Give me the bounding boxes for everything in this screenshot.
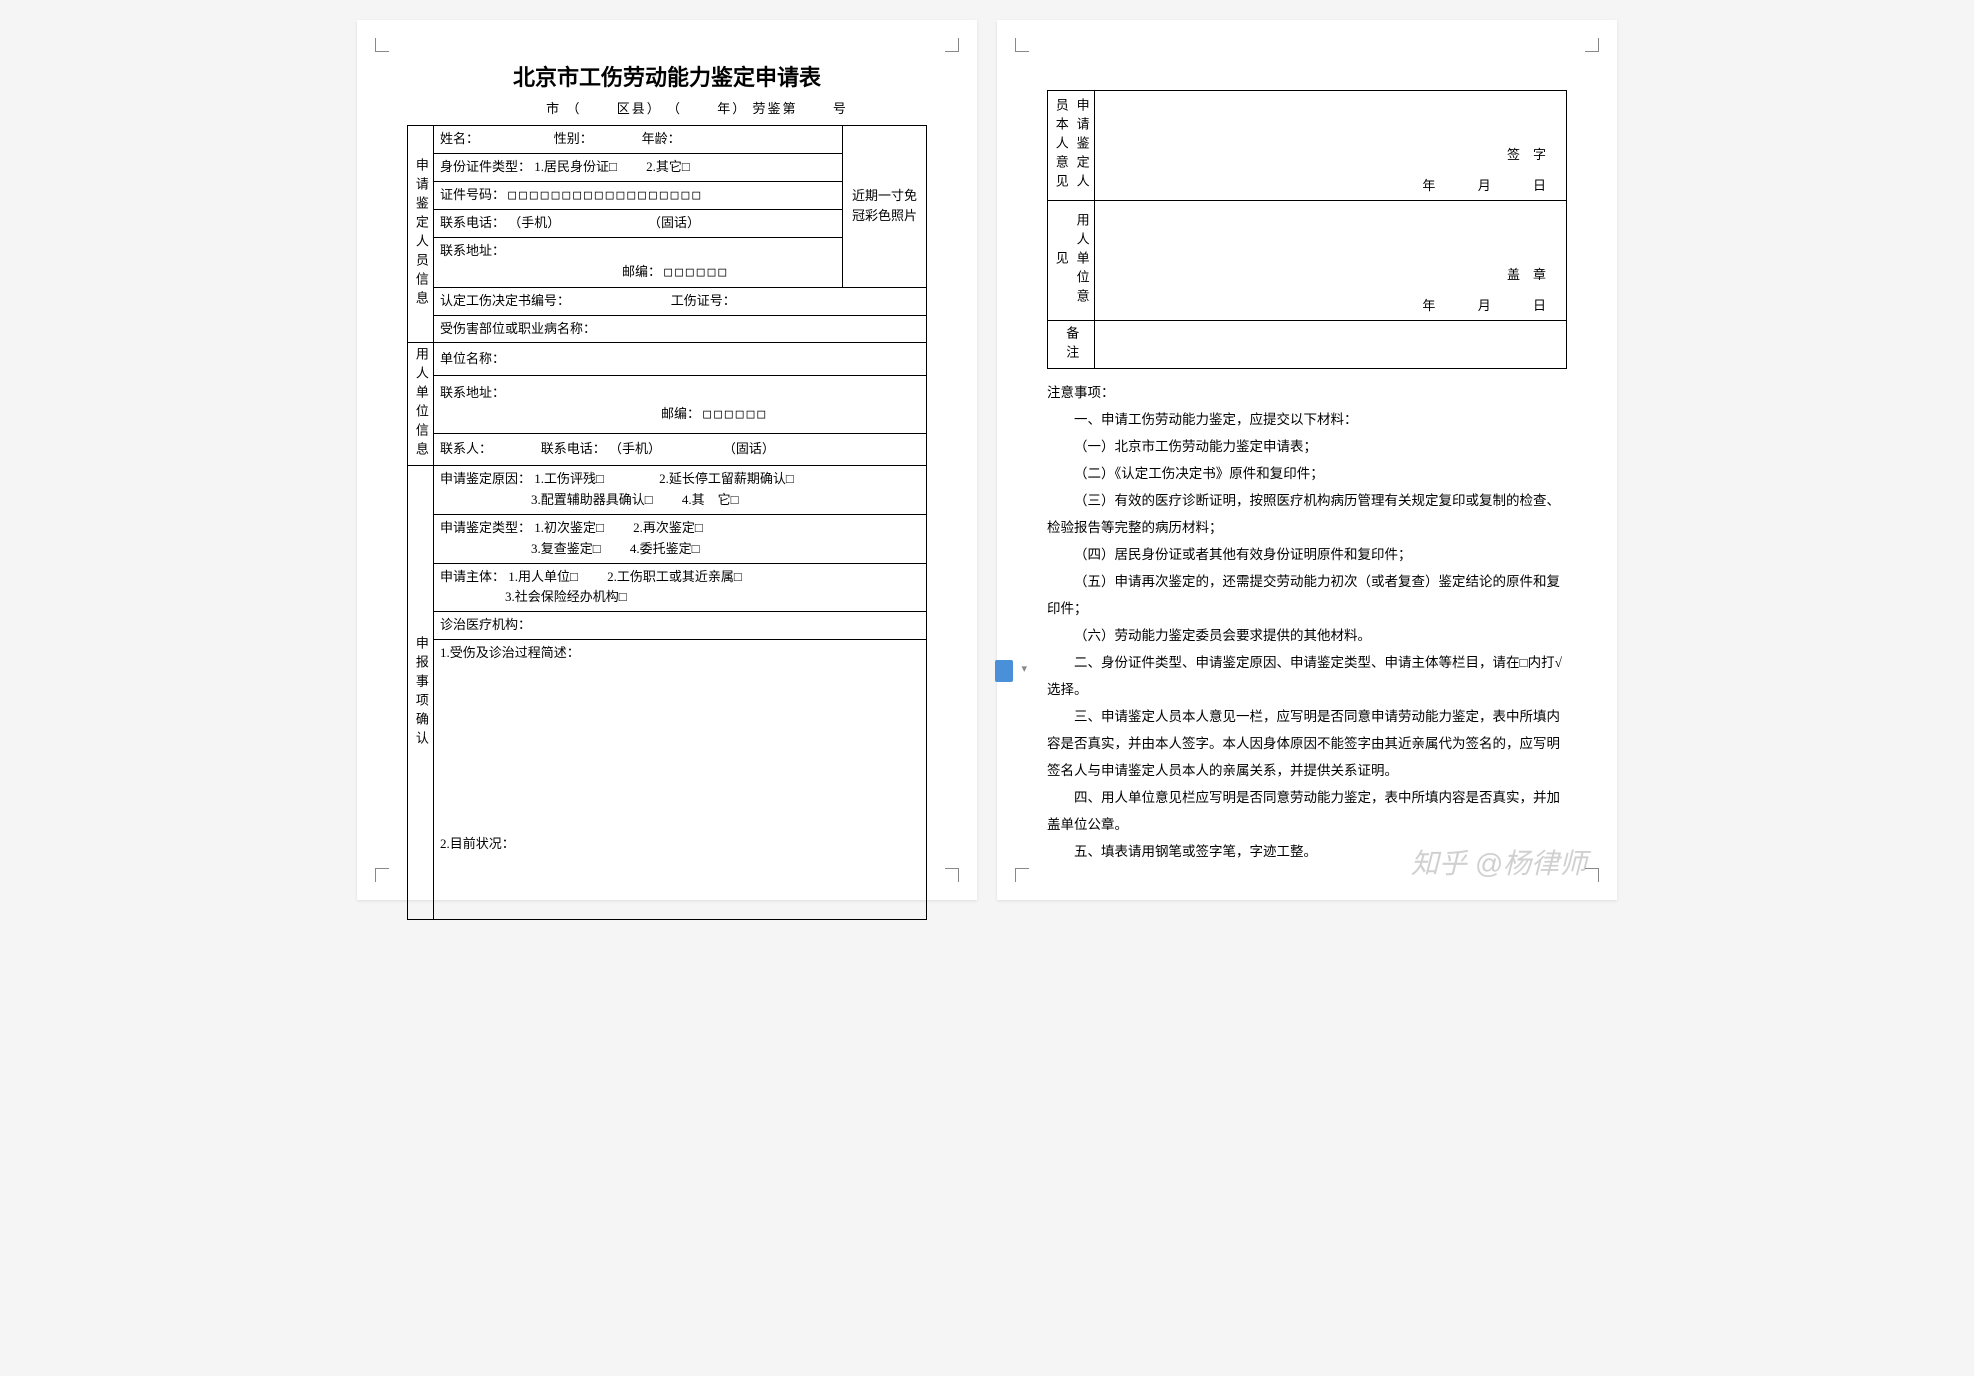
page-1: 北京市工伤劳动能力鉴定申请表 市 （ 区县） （ 年） 劳鉴第 号 申请鉴定人员…: [357, 20, 977, 900]
application-form-table: 申请鉴定人员信息 姓名： 性别： 年龄： 近期一寸免冠彩色照片 身份证件类型： …: [407, 125, 927, 920]
notes-title: 注意事项：: [1047, 385, 1115, 400]
applicant-opinion-cell: 签 字 年 月 日: [1094, 91, 1566, 201]
section-applicant-opinion: 申请鉴定人员本人意见: [1048, 91, 1095, 201]
notes-block: 注意事项： 一、申请工伤劳动能力鉴定，应提交以下材料：（一）北京市工伤劳动能力鉴…: [1047, 379, 1567, 865]
employer-opinion-cell: 盖 章 年 月 日: [1094, 201, 1566, 321]
note-item: 一、申请工伤劳动能力鉴定，应提交以下材料：: [1047, 406, 1567, 433]
section-matters: 申报事项确认: [408, 466, 434, 920]
crop-mark: [945, 38, 959, 52]
row-reason: 申请鉴定原因： 1.工伤评残□ 2.延长停工留薪期确认□ 3.配置辅助器具确认□…: [434, 466, 927, 515]
row-emp-addr: 联系地址： 邮编： □□□□□□: [434, 375, 927, 433]
opinion-table: 申请鉴定人员本人意见 签 字 年 月 日 用人单位意见 盖 章 年 月 日: [1047, 90, 1567, 369]
note-item: （二）《认定工伤决定书》原件和复印件；: [1047, 460, 1567, 487]
note-item: （五）申请再次鉴定的，还需提交劳动能力初次（或者复查）鉴定结论的原件和复印件；: [1047, 568, 1567, 622]
row-type: 申请鉴定类型： 1.初次鉴定□ 2.再次鉴定□ 3.复查鉴定□ 4.委托鉴定□: [434, 514, 927, 563]
crop-mark: [1015, 868, 1029, 882]
section-remarks: 备注: [1048, 321, 1095, 369]
crop-mark: [1015, 38, 1029, 52]
photo-box: 近期一寸免冠彩色照片: [843, 126, 927, 288]
page-2: 申请鉴定人员本人意见 签 字 年 月 日 用人单位意见 盖 章 年 月 日: [997, 20, 1617, 900]
note-item: （四）居民身份证或者其他有效身份证明原件和复印件；: [1047, 541, 1567, 568]
document-icon: [995, 660, 1013, 682]
note-item: 二、身份证件类型、申请鉴定原因、申请鉴定类型、申请主体等栏目，请在□内打√选择。: [1047, 649, 1567, 703]
crop-mark: [1585, 38, 1599, 52]
note-item: 五、填表请用钢笔或签字笔，字迹工整。: [1047, 838, 1567, 865]
note-item: 三、申请鉴定人员本人意见一栏，应写明是否同意申请劳动能力鉴定，表中所填内容是否真…: [1047, 703, 1567, 784]
crop-mark: [1585, 868, 1599, 882]
row-emp-contact: 联系人： 联系电话： （手机） （固话）: [434, 433, 927, 466]
section-employer-opinion: 用人单位意见: [1048, 201, 1095, 321]
row-hospital: 诊治医疗机构：: [434, 612, 927, 640]
row-idtype: 身份证件类型： 1.居民身份证□ 2.其它□: [434, 153, 843, 181]
row-address: 联系地址： 邮编： □□□□□□: [434, 238, 843, 288]
form-number-line: 市 （ 区县） （ 年） 劳鉴第 号: [407, 98, 927, 117]
remarks-cell: [1094, 321, 1566, 369]
row-decision-no: 认定工伤决定书编号： 工伤证号：: [434, 287, 927, 315]
row-phone: 联系电话： （手机） （固话）: [434, 210, 843, 238]
row-name: 姓名： 性别： 年龄：: [434, 126, 843, 154]
note-item: （三）有效的医疗诊断证明，按照医疗机构病历管理有关规定复印或复制的检查、检验报告…: [1047, 487, 1567, 541]
note-item: （六）劳动能力鉴定委员会要求提供的其他材料。: [1047, 622, 1567, 649]
row-subject: 申请主体： 1.用人单位□ 2.工伤职工或其近亲属□ 3.社会保险经办机构□: [434, 563, 927, 612]
crop-mark: [945, 868, 959, 882]
notes-list: 一、申请工伤劳动能力鉴定，应提交以下材料：（一）北京市工伤劳动能力鉴定申请表；（…: [1047, 406, 1567, 865]
crop-mark: [375, 868, 389, 882]
section-applicant: 申请鉴定人员信息: [408, 126, 434, 343]
note-item: （一）北京市工伤劳动能力鉴定申请表；: [1047, 433, 1567, 460]
row-injury-part: 受伤害部位或职业病名称：: [434, 315, 927, 343]
crop-mark: [375, 38, 389, 52]
page-title: 北京市工伤劳动能力鉴定申请表: [407, 60, 927, 92]
row-emp-name: 单位名称：: [434, 343, 927, 376]
row-idno: 证件号码： □□□□□□□□□□□□□□□□□□: [434, 181, 843, 210]
section-employer: 用人单位信息: [408, 343, 434, 466]
row-description: 1.受伤及诊治过程简述： 2.目前状况：: [434, 639, 927, 919]
note-item: 四、用人单位意见栏应写明是否同意劳动能力鉴定，表中所填内容是否真实，并加盖单位公…: [1047, 784, 1567, 838]
